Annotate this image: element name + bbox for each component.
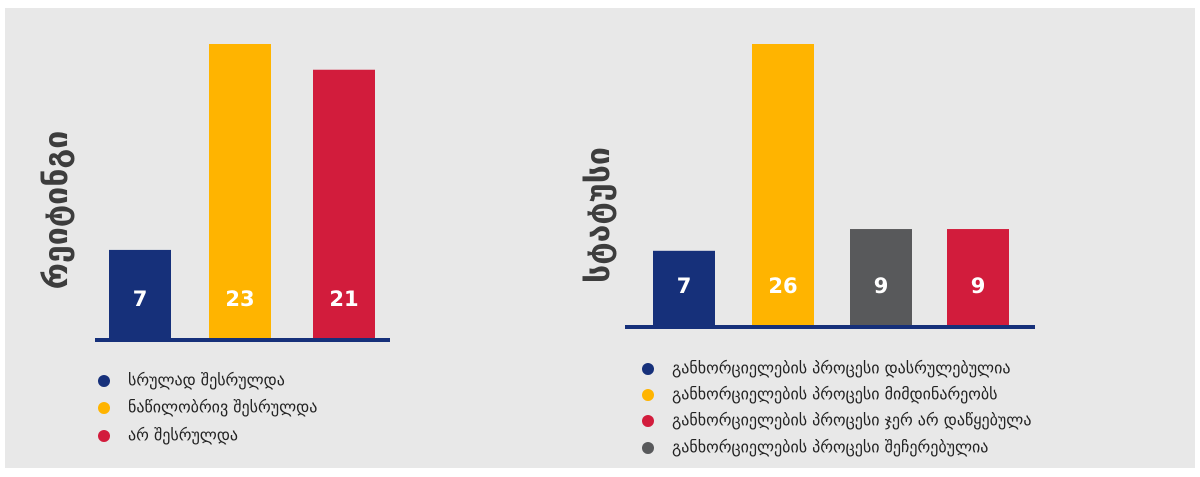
bar	[653, 250, 715, 327]
bar	[947, 229, 1009, 327]
legend-dot	[98, 402, 110, 414]
legend-label: განხორციელების პროცესი მიმდინარეობს	[672, 385, 998, 404]
legend-label: განხორციელების პროცესი შეჩერებულია	[672, 438, 988, 457]
value-label: 7	[133, 287, 148, 311]
legend-label: ნაწილობრივ შესრულდა	[128, 398, 317, 417]
bar	[752, 44, 814, 327]
legend-dot	[642, 363, 654, 375]
bar	[109, 249, 171, 340]
value-label: 26	[768, 274, 797, 298]
legend-dot	[98, 430, 110, 442]
bar	[850, 229, 912, 327]
legend-dot	[642, 389, 654, 401]
bar	[209, 44, 271, 340]
legend-dot	[642, 415, 654, 427]
legend-dot	[642, 442, 654, 454]
legend-label: განხორციელების პროცესი ჯერ არ დაწყებულა	[672, 411, 1031, 430]
bar	[313, 69, 375, 340]
value-label: 21	[329, 287, 358, 311]
chart-title: სტატუსი	[579, 147, 617, 283]
legend-label: არ შესრულდა	[128, 426, 238, 445]
value-label: 9	[874, 274, 889, 298]
value-label: 23	[225, 287, 254, 311]
chart-title: რეიტინგი	[37, 131, 75, 290]
legend-label: სრულად შესრულდა	[128, 371, 285, 390]
value-label: 7	[677, 274, 692, 298]
legend-dot	[98, 375, 110, 387]
legend-label: განხორციელების პროცესი დასრულებულია	[672, 359, 1011, 378]
value-label: 9	[971, 274, 986, 298]
